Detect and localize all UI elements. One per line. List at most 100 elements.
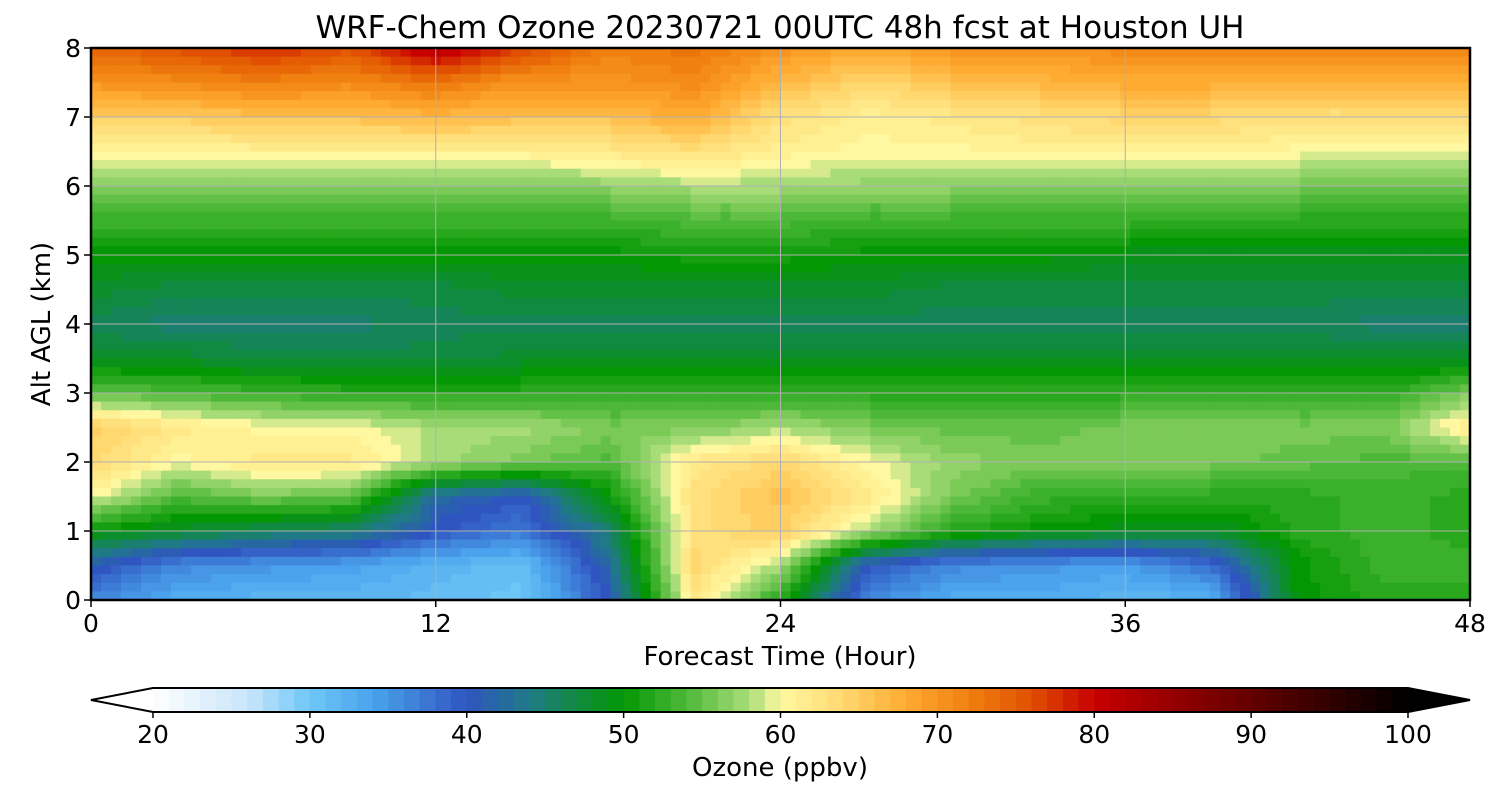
heat-cell [1020,324,1031,334]
heat-cell [1050,168,1061,178]
heat-cell [1100,186,1111,196]
heat-cell [560,246,572,256]
heat-cell [380,332,392,342]
heat-cell [1180,211,1191,222]
heat-cell [420,73,432,84]
heat-cell [1320,65,1331,75]
heat-cell [870,332,882,342]
heat-cell [680,56,692,66]
heat-cell [1250,255,1261,265]
heat-cell [1190,73,1201,84]
heat-cell [790,82,802,92]
heat-cell [930,349,941,360]
heat-cell [850,151,862,161]
heat-cell [750,56,762,66]
heat-cell [900,341,911,351]
heat-cell [390,272,402,282]
heat-cell [910,349,921,360]
heat-cell [1160,349,1171,360]
heat-cell [360,211,372,222]
heat-cell [510,151,522,161]
heat-cell [91,203,102,213]
heat-cell [1100,341,1111,351]
heat-cell [210,298,222,308]
heat-cell [500,306,512,316]
heat-cell [1220,134,1231,144]
heat-cell [1180,229,1191,239]
heat-cell [1170,289,1181,299]
heat-cell [1180,142,1191,153]
heat-cell [710,194,722,204]
heat-cell [850,298,862,308]
heat-cell [890,298,902,308]
heat-cell [160,246,172,256]
heat-cell [900,255,911,265]
heat-cell [1090,272,1101,282]
heat-cell [840,280,852,291]
heat-cell [990,151,1001,161]
heat-cell [260,289,272,299]
heat-cell [390,177,402,187]
heat-cell [990,255,1001,265]
heat-cell [170,56,182,66]
heat-cell [530,91,542,101]
heat-cell [150,99,162,109]
heat-cell [470,108,482,118]
heat-cell [1000,142,1011,153]
heat-cell [1450,56,1461,66]
heat-cell [1310,91,1321,101]
heat-cell [880,306,892,316]
heat-cell [1440,125,1451,135]
heat-cell [950,246,961,256]
heat-cell [930,151,941,161]
heat-cell [120,151,132,161]
heat-cell [760,255,772,265]
heat-cell [840,237,852,247]
heat-cell [660,194,672,204]
heat-cell [410,125,422,135]
heat-cell [1230,48,1241,58]
heat-cell [150,186,162,196]
heat-cell [140,306,152,316]
heat-cell [1060,117,1071,127]
heat-cell [180,263,192,273]
heat-cell [600,117,612,127]
heat-cell [140,134,152,144]
heat-cell [1100,194,1111,204]
heat-cell [1460,237,1470,247]
heat-cell [950,332,961,342]
heat-cell [250,82,262,92]
heat-cell [640,237,652,247]
heat-cell [860,65,872,75]
heat-cell [610,237,622,247]
heat-cell [930,177,941,187]
heat-cell [1360,160,1371,170]
heat-cell [800,246,812,256]
heat-cell [480,142,492,153]
heat-cell [1230,220,1241,230]
heat-cell [1390,324,1401,334]
heat-cell [250,186,262,196]
heat-cell [830,160,842,170]
heat-cell [1000,134,1011,144]
heat-cell [270,151,282,161]
heat-cell [350,255,362,265]
heat-cell [170,91,182,101]
heat-cell [250,91,262,101]
heat-cell [260,220,272,230]
heat-cell [1020,298,1031,308]
heat-cell [1340,280,1351,291]
heat-cell [1240,48,1251,58]
heat-cell [470,186,482,196]
heat-cell [550,298,562,308]
heat-cell [400,229,412,239]
heat-cell [670,306,682,316]
heat-cell [900,142,911,153]
heat-cell [1220,237,1231,247]
heat-cell [320,289,332,299]
heat-cell [310,255,322,265]
heat-cell [1100,82,1111,92]
heat-cell [230,315,242,325]
heat-cell [340,220,352,230]
heat-cell [190,246,202,256]
